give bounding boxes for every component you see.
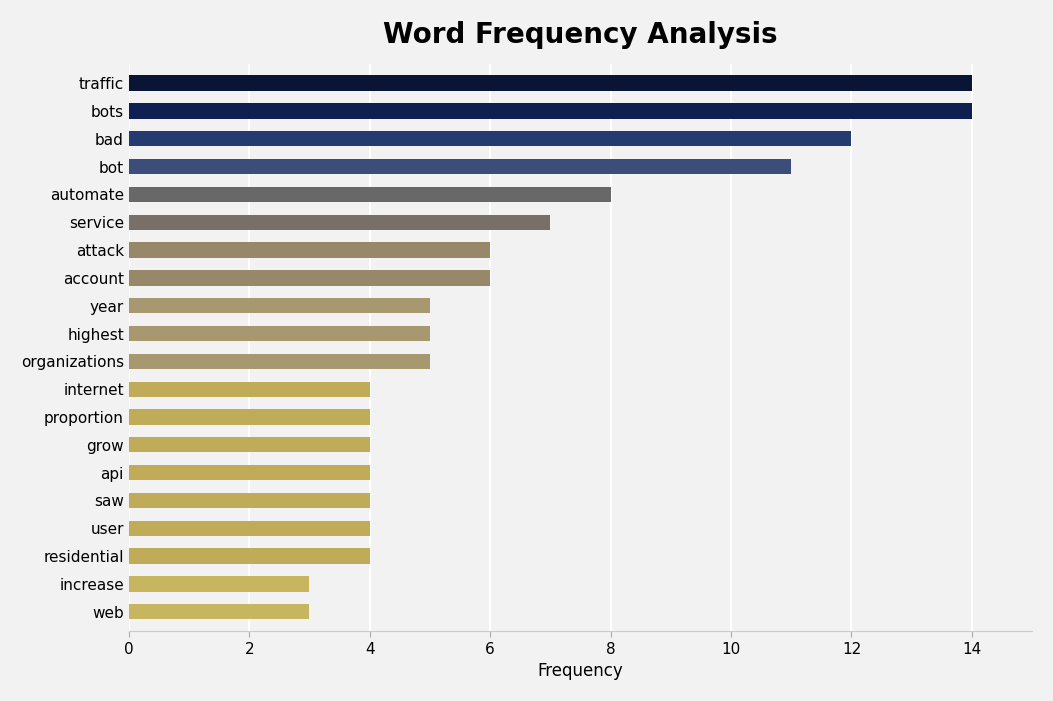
Bar <box>128 131 852 147</box>
Bar <box>128 186 611 202</box>
Bar <box>128 437 370 452</box>
Title: Word Frequency Analysis: Word Frequency Analysis <box>383 21 778 49</box>
Bar <box>128 409 370 425</box>
Bar <box>128 521 370 536</box>
Bar <box>128 298 430 313</box>
Bar <box>128 354 430 369</box>
X-axis label: Frequency: Frequency <box>538 662 623 680</box>
Bar <box>128 76 972 91</box>
Bar <box>128 381 370 397</box>
Bar <box>128 103 972 118</box>
Bar <box>128 548 370 564</box>
Bar <box>128 465 370 480</box>
Bar <box>128 270 490 285</box>
Bar <box>128 243 490 258</box>
Bar <box>128 159 791 175</box>
Bar <box>128 215 551 230</box>
Bar <box>128 604 310 620</box>
Bar <box>128 576 310 592</box>
Bar <box>128 493 370 508</box>
Bar <box>128 326 430 341</box>
